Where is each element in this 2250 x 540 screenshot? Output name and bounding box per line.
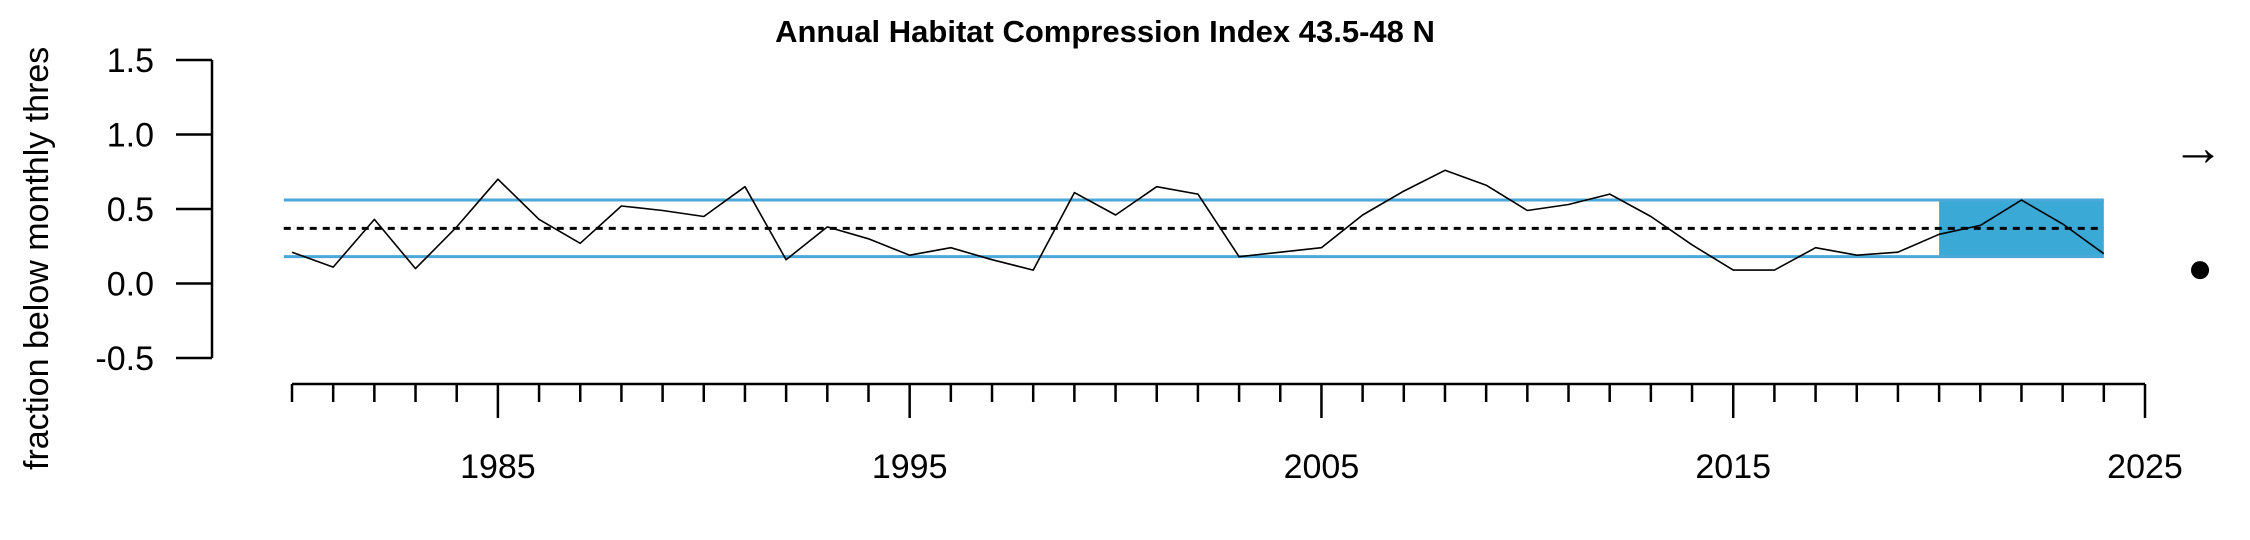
y-tick-label: 1.5 [107, 42, 154, 80]
y-tick-label: 1.0 [107, 117, 154, 155]
x-tick-label: 1995 [872, 448, 948, 486]
trend-arrow-icon: → [2172, 119, 2224, 177]
y-tick-label: 0.5 [107, 191, 154, 229]
plot-area [283, 169, 2105, 271]
mean-status-dot-icon: ● [2187, 244, 2212, 291]
x-tick-label: 1985 [460, 448, 536, 486]
y-tick-label: 0.0 [107, 266, 154, 304]
x-tick-label: 2005 [1284, 448, 1360, 486]
y-axis-label: fraction below monthly thres [18, 47, 56, 470]
series-line [291, 169, 2105, 271]
x-tick-label: 2015 [1695, 448, 1771, 486]
chart-title: Annual Habitat Compression Index 43.5-48… [775, 14, 1435, 49]
y-tick-label: -0.5 [95, 340, 154, 378]
x-tick-label: 2025 [2107, 448, 2183, 486]
axes: 1.5 1.0 0.5 0.0 -0.5 1985 1995 2005 2015 2025 [95, 42, 2182, 486]
